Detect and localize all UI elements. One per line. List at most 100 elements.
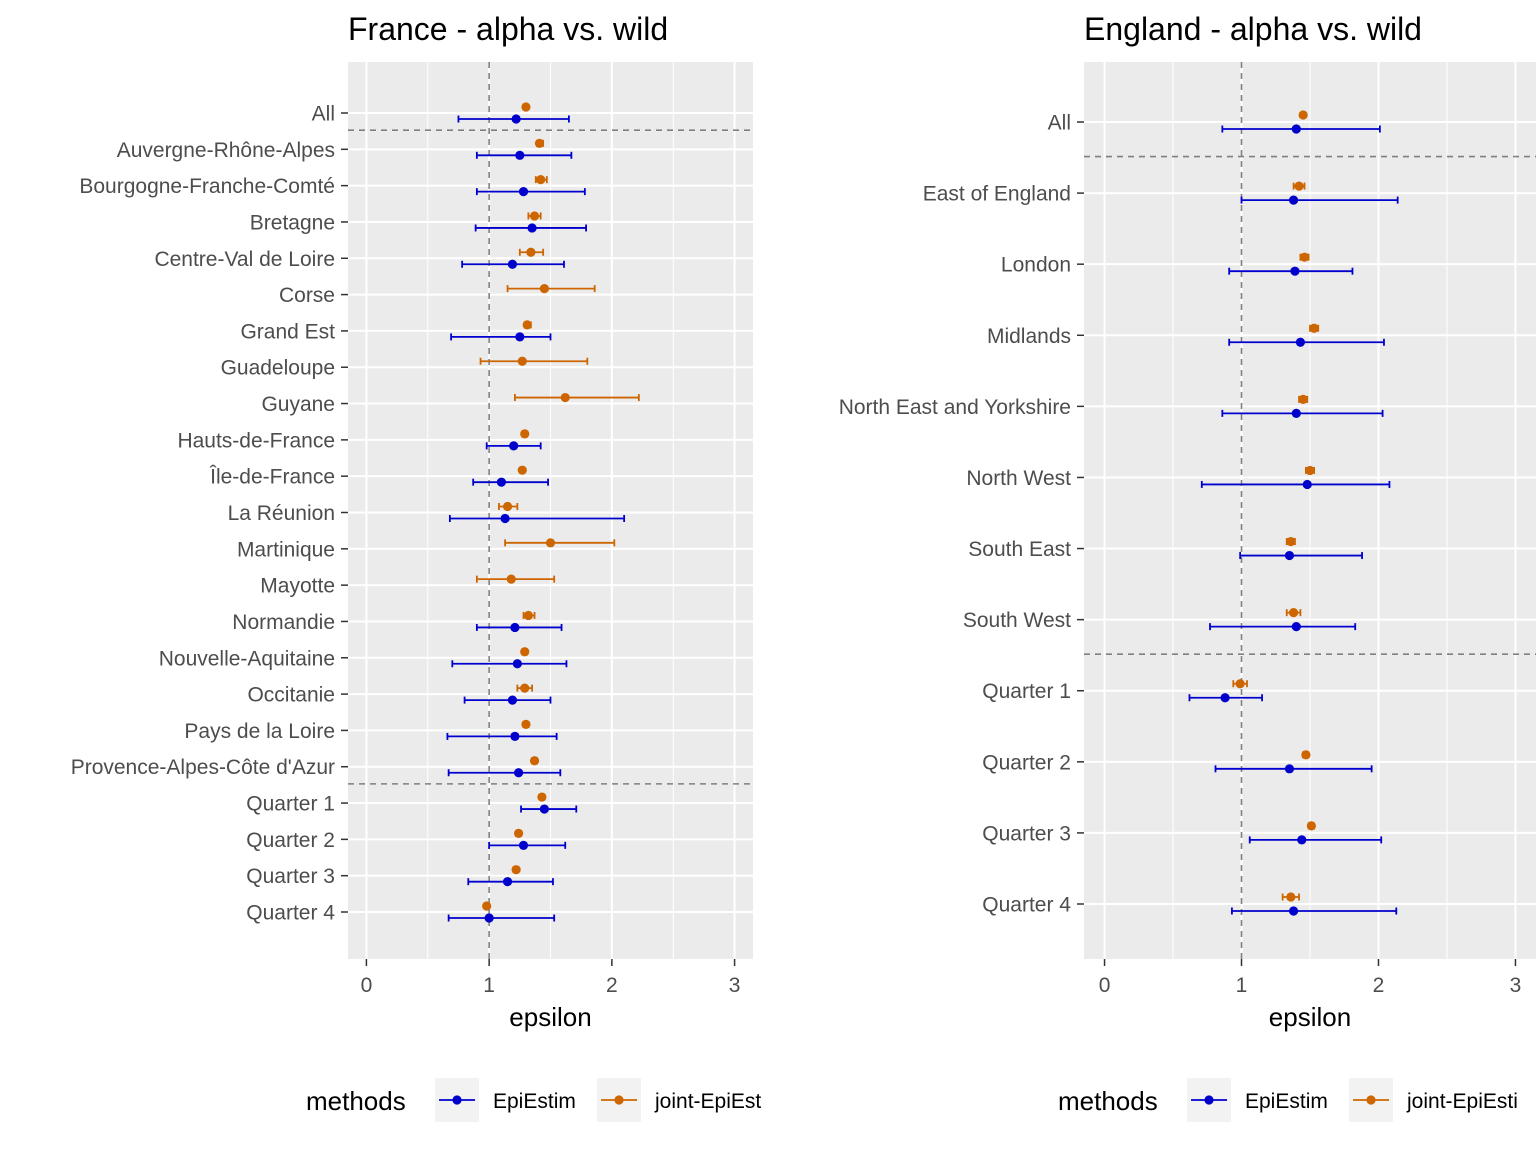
data-point-epiestim-provence-alpes-cote-d-azur	[513, 768, 524, 778]
legend-key-point	[614, 1095, 624, 1105]
data-point-joint-epiestim-nouvelle-aquitaine	[520, 647, 530, 657]
series-joint-epiestim	[475, 102, 640, 911]
chart-panel-england: All East of England London Midlands North Ea…	[839, 11, 1536, 1122]
y-tick-label: All	[1048, 112, 1071, 135]
chart-title: England - alpha vs. wild	[1084, 11, 1422, 47]
data-point-joint-epiestim-quarter-2	[513, 828, 524, 838]
data-point-epiestim-quarter-2	[518, 840, 529, 850]
data-point-epiestim-quarter-1	[1220, 693, 1230, 703]
y-tick-label: Normandie	[232, 611, 335, 634]
y-tick-label: Quarter 4	[982, 894, 1071, 917]
data-point-epiestim-midlands	[1295, 337, 1306, 347]
data-point-epiestim-south-west	[1291, 622, 1301, 632]
data-point-joint-epiestim-midlands	[1309, 323, 1319, 333]
legend-label: EpiEstim	[1245, 1090, 1328, 1113]
legend-label: joint-EpiEsti	[1406, 1090, 1518, 1113]
data-point-joint-epiestim-pays-de-la-loire	[521, 719, 531, 730]
data-point-joint-epiestim-guyane	[560, 392, 570, 403]
data-point-epiestim-la-reunion	[500, 513, 510, 524]
data-point-epiestim-quarter-4	[484, 913, 494, 923]
data-point-epiestim-north-east-and-yorkshire	[1291, 408, 1301, 418]
y-tick-label: Île-de-France	[209, 466, 335, 489]
data-point-epiestim-hauts-de-france	[509, 441, 519, 451]
x-axis-label: epsilon	[509, 1002, 591, 1032]
y-tick-label: Quarter 2	[246, 829, 335, 852]
y-tick-label: Corse	[279, 284, 335, 307]
data-point-joint-epiestim-quarter-3	[1306, 821, 1316, 831]
legend-key-point	[1366, 1095, 1376, 1105]
data-point-joint-epiestim-hauts-de-france	[520, 429, 530, 439]
data-point-epiestim-bourgogne-franche-comte	[518, 187, 529, 197]
data-point-epiestim-london	[1290, 266, 1300, 276]
data-point-joint-epiestim-quarter-4	[482, 901, 492, 911]
y-tick-label: Pays de la Loire	[184, 720, 335, 743]
data-point-joint-epiestim-corse	[539, 283, 549, 294]
y-tick-label: La Réunion	[228, 502, 335, 525]
legend: methods EpiEstim joint-EpiEst	[306, 1078, 761, 1122]
x-tick-label: 3	[729, 974, 741, 997]
data-point-joint-epiestim-guadeloupe	[517, 356, 527, 366]
x-axis: 0 1 2 3	[1099, 959, 1522, 997]
y-tick-label: North East and Yorkshire	[839, 396, 1071, 419]
data-point-joint-epiestim-auvergne-rhone-alpes	[534, 138, 545, 148]
data-point-joint-epiestim-bretagne	[529, 211, 540, 221]
data-point-joint-epiestim-ile-de-france	[517, 465, 527, 475]
y-tick-label: Centre-Val de Loire	[154, 248, 335, 271]
y-tick-label: Quarter 4	[246, 902, 335, 925]
y-axis: All Auvergne-Rhône-Alpes Bourgogne-Franche…	[71, 103, 348, 925]
data-point-epiestim-quarter-3	[502, 877, 513, 887]
chart-panel-france: All Auvergne-Rhône-Alpes Bourgogne-Franche…	[71, 11, 761, 1122]
data-point-epiestim-quarter-1	[539, 804, 549, 814]
y-axis: All East of England London Midlands North Ea…	[839, 112, 1084, 917]
y-tick-label: Occitanie	[247, 684, 335, 707]
legend: methods EpiEstim joint-EpiEsti	[1058, 1078, 1518, 1122]
x-tick-label: 1	[483, 974, 495, 997]
x-axis-label: epsilon	[1269, 1002, 1351, 1032]
data-point-epiestim-east-of-england	[1288, 195, 1299, 205]
data-point-joint-epiestim-south-east	[1286, 536, 1296, 547]
data-point-epiestim-auvergne-rhone-alpes	[515, 150, 525, 160]
y-tick-label: Bretagne	[250, 211, 335, 234]
x-tick-label: 2	[1373, 974, 1385, 997]
y-tick-label: East of England	[923, 183, 1071, 206]
data-point-joint-epiestim-all	[521, 102, 531, 112]
chart-title: France - alpha vs. wild	[348, 11, 668, 47]
data-point-epiestim-normandie	[510, 622, 520, 633]
data-point-joint-epiestim-london	[1299, 252, 1310, 262]
legend-key-point	[452, 1095, 462, 1105]
y-tick-label: South East	[968, 538, 1071, 561]
legend-key-point	[1204, 1095, 1214, 1105]
x-tick-label: 3	[1510, 974, 1522, 997]
data-point-epiestim-north-west	[1302, 479, 1312, 490]
data-point-joint-epiestim-centre-val-de-loire	[526, 247, 536, 257]
legend-entry-joint-epiestim: joint-EpiEst	[597, 1078, 761, 1122]
data-point-epiestim-all	[1291, 124, 1301, 134]
y-tick-label: Mayotte	[260, 575, 335, 598]
y-tick-label: Martinique	[237, 538, 335, 561]
y-tick-label: Quarter 1	[246, 793, 335, 816]
legend-entry-joint-epiestim: joint-EpiEsti	[1349, 1078, 1518, 1122]
data-point-epiestim-ile-de-france	[496, 477, 507, 487]
y-tick-label: Hauts-de-France	[177, 429, 335, 452]
y-tick-label: Midlands	[987, 325, 1071, 348]
y-tick-label: Quarter 1	[982, 680, 1071, 703]
data-point-joint-epiestim-occitanie	[520, 683, 530, 693]
data-point-joint-epiestim-provence-alpes-cote-d-azur	[529, 756, 540, 766]
legend-entry-epiestim: EpiEstim	[435, 1078, 576, 1122]
series-joint-epiestim	[1232, 110, 1320, 902]
data-point-epiestim-pays-de-la-loire	[510, 731, 520, 742]
legend-entry-epiestim: EpiEstim	[1187, 1078, 1328, 1122]
grid-lines	[1084, 62, 1536, 959]
legend-title: methods	[1058, 1086, 1158, 1116]
data-point-epiestim-south-east	[1284, 550, 1295, 561]
y-tick-label: All	[312, 103, 335, 126]
series-epiestim	[446, 114, 626, 923]
y-tick-label: Quarter 3	[246, 865, 335, 888]
data-point-epiestim-occitanie	[507, 695, 518, 705]
data-point-joint-epiestim-quarter-1	[1235, 679, 1245, 689]
x-tick-label: 0	[1099, 974, 1111, 997]
data-point-joint-epiestim-all	[1298, 110, 1308, 120]
x-tick-label: 2	[606, 974, 618, 997]
data-point-joint-epiestim-quarter-4	[1286, 892, 1296, 902]
